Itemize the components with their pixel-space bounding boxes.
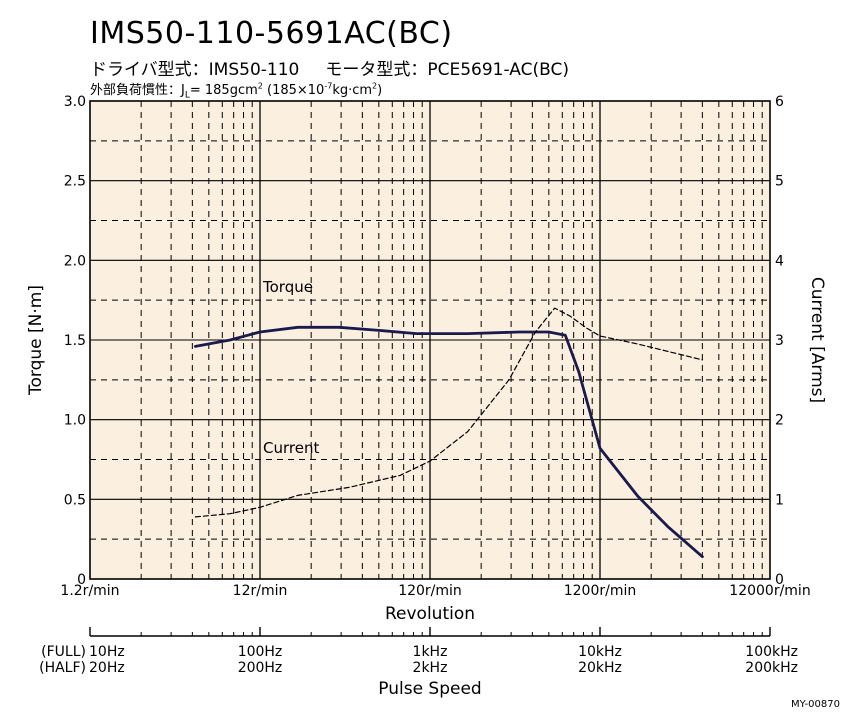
pulse-half-tick-label: 200Hz: [238, 660, 283, 676]
inertia-subscript: L: [184, 90, 190, 101]
pulse-full-tick-label: 10Hz: [89, 644, 125, 660]
pulse-full-tick-label: 1kHz: [413, 644, 448, 660]
y-right-tick-label: 2: [775, 413, 784, 429]
load-inertia: 外部負荷慣性：JL= 185gcm2 (185×10-7kg·cm2): [90, 79, 382, 101]
y-left-tick-label: 0: [77, 572, 86, 588]
pulse-axis-title: Pulse Speed: [378, 679, 481, 699]
y-right-tick-label: 4: [775, 253, 784, 269]
series-label-current: Current: [263, 439, 319, 457]
driver-model: ドライバ型式：IMS50-110: [90, 60, 300, 80]
y-right-tick-label: 0: [775, 572, 784, 588]
pulse-full-tick-label: 100Hz: [238, 644, 283, 660]
inertia-paren-b: kg·cm: [332, 83, 373, 98]
y-left-tick-label: 2.0: [64, 253, 86, 269]
y-right-axis-label: Current [Arms]: [807, 277, 827, 403]
x-tick-label: 1.2r/min: [60, 583, 119, 599]
y-left-tick-label: 3.0: [64, 94, 86, 110]
inertia-superscript-2: 2: [372, 81, 378, 91]
series-label-torque: Torque: [262, 278, 313, 296]
y-right-tick-label: 3: [775, 333, 784, 349]
x-tick-label: 12r/min: [233, 583, 288, 599]
pulse-half-tick-label: 200kHz: [745, 660, 798, 676]
pulse-half-tick-label: 20kHz: [578, 660, 622, 676]
chart-subtitle: ドライバ型式：IMS50-110 モータ型式：PCE5691-AC(BC): [90, 55, 569, 80]
y-right-tick-label: 5: [775, 174, 784, 190]
y-right-tick-label: 6: [775, 94, 784, 110]
motor-model: モータ型式：PCE5691-AC(BC): [325, 60, 569, 80]
x-tick-label: 1200r/min: [564, 583, 637, 599]
series-line-torque: [193, 325, 704, 559]
y-left-axis-label: Torque [N·m]: [26, 285, 46, 396]
inertia-prefix: 外部負荷慣性：J: [90, 83, 185, 98]
inertia-superscript: 2: [257, 81, 263, 91]
x-tick-label: 120r/min: [398, 583, 462, 599]
pulse-full-label: (FULL): [41, 644, 86, 660]
y-left-tick-label: 0.5: [64, 492, 86, 508]
inertia-close: ): [377, 83, 383, 98]
pulse-half-tick-label: 2kHz: [413, 660, 448, 676]
pulse-half-label: (HALF): [39, 660, 86, 676]
x-axis-label: Revolution: [385, 604, 475, 624]
pulse-half-tick-label: 20Hz: [89, 660, 125, 676]
plot-frame: [89, 100, 771, 580]
document-code: MY-00870: [791, 699, 840, 710]
chart-title: IMS50-110-5691AC(BC): [90, 16, 453, 51]
series-line-current: [194, 307, 704, 518]
y-left-tick-label: 1.5: [64, 333, 86, 349]
pulse-full-tick-label: 10kHz: [578, 644, 622, 660]
y-left-tick-label: 1.0: [64, 413, 86, 429]
y-right-tick-label: 1: [775, 492, 784, 508]
pulse-full-tick-label: 100kHz: [745, 644, 798, 660]
x-tick-label: 12000r/min: [729, 583, 810, 599]
inertia-exponent: -7: [324, 81, 333, 91]
y-left-tick-label: 2.5: [64, 174, 86, 190]
inertia-value: = 185gcm: [189, 83, 258, 98]
inertia-paren-a: (185×10: [267, 83, 325, 98]
